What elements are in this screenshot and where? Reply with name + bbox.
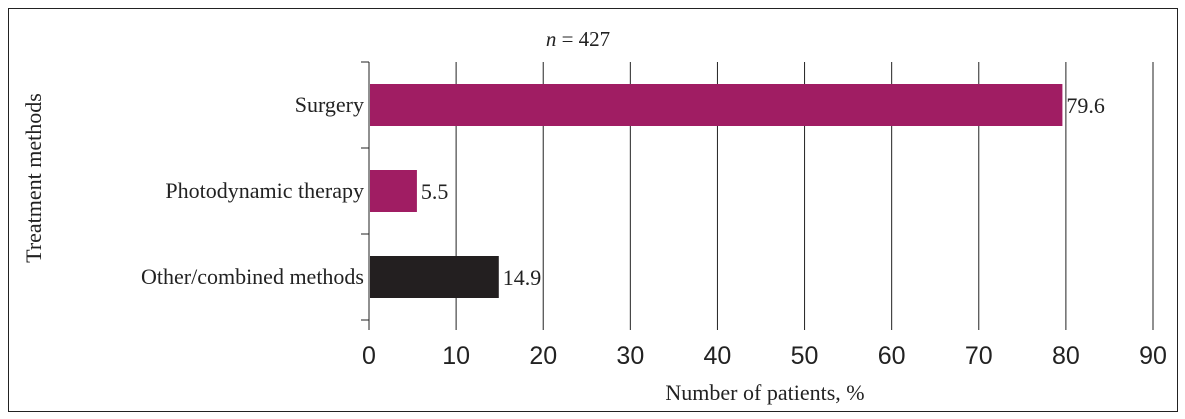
x-tick-label-80: 80 bbox=[1052, 342, 1080, 370]
x-tick-label-0: 0 bbox=[362, 342, 376, 370]
value-label-0: 79.6 bbox=[1066, 93, 1105, 118]
bar-0 bbox=[370, 84, 1063, 126]
value-label-2: 14.9 bbox=[503, 265, 541, 290]
x-tick-label-30: 30 bbox=[616, 342, 644, 370]
labels: 0 10 20 30 40 50 60 70 80 90 Surgery 79.6 Photodynam… bbox=[141, 92, 1167, 370]
title-n: n bbox=[546, 27, 557, 51]
value-label-1: 5.5 bbox=[421, 179, 449, 204]
category-label-0: Surgery bbox=[295, 92, 364, 117]
x-tick-label-60: 60 bbox=[878, 342, 906, 370]
x-tick-label-40: 40 bbox=[704, 342, 732, 370]
x-axis-label: Number of patients, % bbox=[665, 380, 864, 405]
bar-1 bbox=[370, 170, 417, 212]
bars bbox=[370, 84, 1063, 298]
chart-frame bbox=[8, 8, 1178, 412]
bar-2 bbox=[370, 256, 499, 298]
category-label-1: Photodynamic therapy bbox=[165, 178, 364, 203]
x-tick-label-20: 20 bbox=[529, 342, 557, 370]
x-tick-label-50: 50 bbox=[791, 342, 819, 370]
y-axis-label: Treatment methods bbox=[21, 93, 46, 263]
title-count: = 427 bbox=[556, 27, 610, 51]
axes bbox=[361, 61, 370, 330]
category-label-2: Other/combined methods bbox=[141, 264, 364, 289]
x-tick-label-10: 10 bbox=[442, 342, 470, 370]
x-tick-label-90: 90 bbox=[1139, 342, 1167, 370]
chart-title: n = 427 bbox=[546, 27, 610, 51]
x-tick-label-70: 70 bbox=[965, 342, 993, 370]
